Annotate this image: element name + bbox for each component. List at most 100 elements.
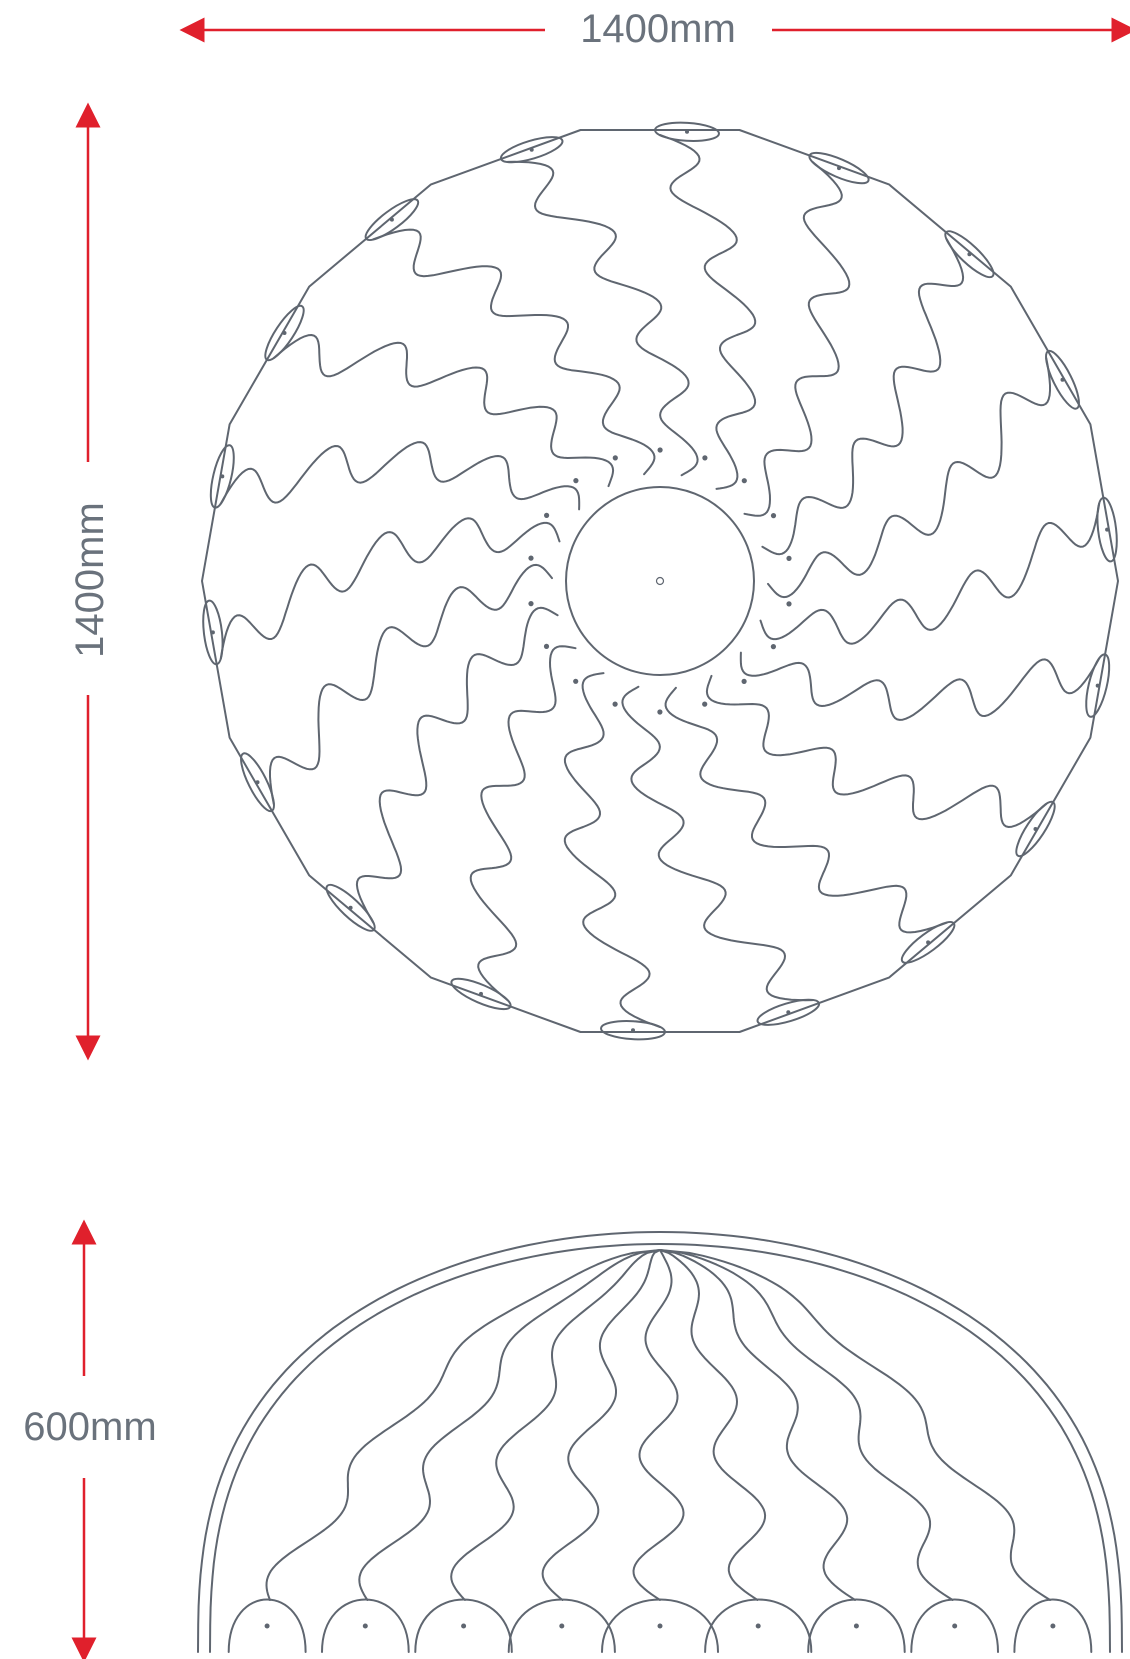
- screw-hole: [612, 455, 618, 461]
- bottom-lobe: [910, 1598, 999, 1653]
- side-view-drawing: [197, 1231, 1123, 1653]
- rim-tab: [756, 998, 821, 1026]
- rim-tab-hole: [967, 252, 972, 257]
- height-dimension: 600mm: [23, 1219, 157, 1659]
- petal-outline: [767, 357, 1051, 599]
- rim-tab: [1045, 349, 1080, 410]
- screw-hole: [573, 478, 579, 484]
- rim-tab: [364, 198, 420, 242]
- rim-tabs: [202, 121, 1118, 1041]
- side-petal-outline: [541, 1249, 661, 1601]
- petal-outline: [664, 686, 948, 934]
- screw-hole: [657, 447, 663, 453]
- lobe-hole: [755, 1623, 761, 1629]
- rim-tab: [325, 883, 376, 932]
- rim-tab: [600, 1020, 666, 1041]
- inner-screw-holes: [528, 447, 792, 715]
- rim-tab: [202, 599, 224, 666]
- screw-hole: [786, 601, 792, 607]
- screw-hole: [612, 701, 618, 707]
- depth-dimension: 1400mm: [68, 102, 112, 1061]
- rim-tab-hole: [479, 991, 483, 996]
- screw-hole: [702, 455, 708, 461]
- lobe-hole: [559, 1623, 565, 1629]
- rim-tab: [1096, 496, 1118, 563]
- rim-tab: [264, 304, 305, 362]
- dome-outline-inner: [209, 1243, 1111, 1653]
- width-label: 1400mm: [580, 7, 736, 51]
- rim-tab-hole: [220, 474, 225, 479]
- screw-hole: [657, 709, 663, 715]
- rim-tab-hole: [631, 1028, 635, 1033]
- rim-tab: [499, 136, 564, 164]
- screw-hole: [770, 644, 777, 650]
- center-hole: [655, 576, 665, 586]
- bottom-lobe: [321, 1598, 410, 1653]
- side-petal-outline: [450, 1249, 661, 1601]
- depth-label: 1400mm: [68, 502, 112, 658]
- petal-outline: [739, 651, 1101, 721]
- center-opening: [565, 486, 755, 676]
- petal-outline: [759, 502, 1101, 645]
- side-petal-outline: [632, 1249, 685, 1601]
- height-label: 600mm: [23, 1405, 156, 1449]
- petal-outline: [705, 674, 1048, 828]
- screw-hole: [543, 643, 550, 650]
- petal-outline: [269, 563, 553, 805]
- lobe-hole: [1050, 1623, 1056, 1629]
- side-petal-outline: [659, 1249, 954, 1601]
- rim-tab-hole: [1105, 527, 1110, 532]
- rim-tab: [944, 230, 995, 279]
- bottom-lobes: [227, 1598, 1093, 1653]
- side-petal-outline: [358, 1249, 661, 1601]
- outer-rim: [201, 129, 1119, 1033]
- side-petal-outline: [659, 1249, 857, 1601]
- bottom-lobe: [807, 1598, 906, 1653]
- rim-tab-hole: [282, 331, 287, 335]
- screw-hole: [741, 678, 747, 685]
- petal-outline: [219, 441, 581, 511]
- bottom-lobe: [601, 1598, 719, 1653]
- lobe-hole: [657, 1623, 663, 1629]
- rim-tab-hole: [1060, 377, 1065, 382]
- rim-tab: [209, 444, 235, 509]
- petal-outline: [372, 228, 656, 476]
- lobe-hole: [264, 1623, 270, 1629]
- lobe-hole: [362, 1623, 368, 1629]
- petal-outline: [743, 160, 851, 517]
- rim-tab: [808, 151, 870, 185]
- petal-outline: [563, 672, 661, 1028]
- rim-tab: [654, 121, 720, 142]
- rim-tab-hole: [348, 905, 353, 910]
- side-petal-outline: [265, 1249, 661, 1601]
- side-petal-outline: [659, 1249, 1052, 1601]
- bottom-lobe: [414, 1598, 513, 1653]
- rim-tab-hole: [1033, 827, 1038, 831]
- rim-tab: [1085, 653, 1111, 718]
- rim-tab-hole: [926, 940, 931, 945]
- screw-hole: [573, 678, 579, 684]
- rim-tab-hole: [529, 147, 534, 152]
- dome-outline: [197, 1231, 1123, 1653]
- screw-hole: [528, 555, 534, 561]
- rim-tab-hole: [837, 166, 841, 171]
- lobe-hole: [461, 1623, 467, 1629]
- lobe-hole: [853, 1623, 859, 1629]
- rim-tab-hole: [389, 217, 394, 222]
- rim-tab: [240, 752, 275, 813]
- petal-outline: [621, 685, 814, 1002]
- screw-hole: [741, 478, 747, 484]
- rim-tab-hole: [255, 780, 260, 785]
- petal-outline: [506, 160, 699, 477]
- petal-outline: [469, 645, 577, 1002]
- petal-outline: [659, 134, 757, 490]
- screw-hole: [786, 555, 792, 562]
- petal-outline: [355, 606, 559, 924]
- width-dimension: 1400mm: [179, 7, 1130, 51]
- rim-tab: [1015, 800, 1056, 858]
- bottom-lobe: [227, 1598, 307, 1653]
- screw-hole: [544, 512, 550, 519]
- screw-hole: [702, 701, 708, 707]
- rim-tab-hole: [210, 630, 215, 635]
